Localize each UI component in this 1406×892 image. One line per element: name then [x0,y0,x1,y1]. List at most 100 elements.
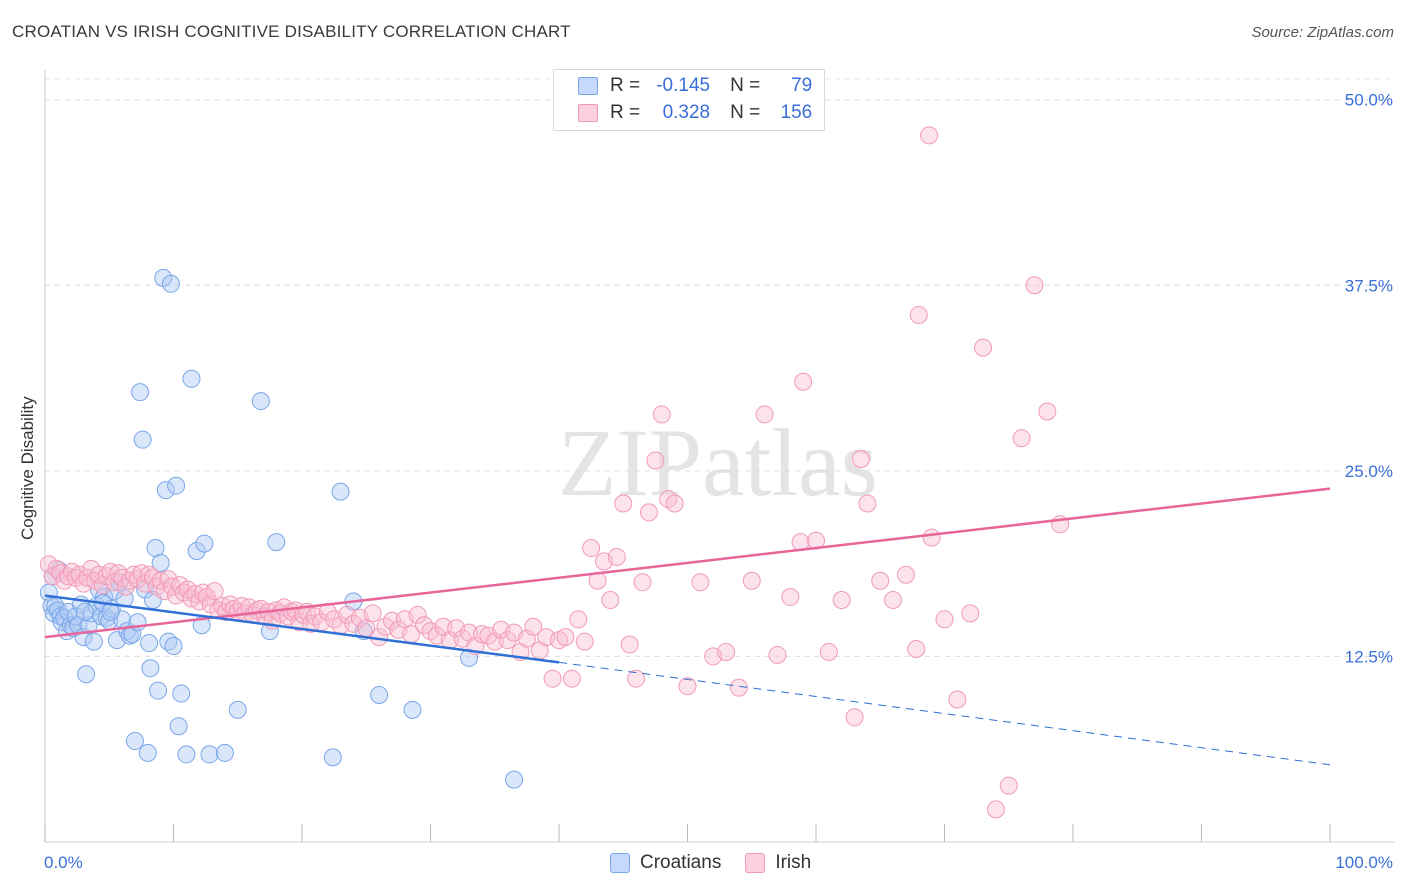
watermark: ZIPatlas [558,409,878,516]
data-point-irish [620,635,639,654]
data-point-irish [858,494,877,513]
data-point-irish [794,372,813,391]
data-point-irish [408,605,427,624]
data-point-irish [974,338,993,357]
legend-n-label: N = [730,102,761,123]
data-point-irish [781,588,800,607]
data-point-irish [382,611,401,630]
data-point-croatians [403,700,422,719]
data-point-croatians [505,770,524,789]
data-point-croatians [141,659,160,678]
data-point-croatians [182,369,201,388]
data-point-irish [485,632,504,651]
data-point-irish [652,405,671,424]
data-point-irish [871,571,890,590]
data-point-irish [151,571,170,590]
data-point-croatians [177,745,196,764]
tick-labels: 12.5% 25.0% 37.5% 50.0% 0.0% 100.0% [44,91,1393,872]
data-point-irish [89,565,108,584]
data-point-croatians [169,717,188,736]
data-point-irish [884,591,903,610]
data-point-croatians [151,553,170,572]
irish-swatch [578,104,598,122]
data-point-irish [93,576,112,595]
stats-legend: R = -0.145 N = 79 R = 0.328 N = 156 [553,69,825,131]
y-tick-label: 50.0% [1345,91,1393,110]
data-point-croatians [215,743,234,762]
data-point-croatians [228,700,247,719]
legend-item-irish: Irish [745,852,811,874]
legend-r-value: 0.328 [662,102,711,123]
data-point-irish [524,617,543,636]
data-point-croatians [77,665,96,684]
data-point-croatians [123,625,142,644]
data-point-croatians [251,392,270,411]
data-point-irish [1025,276,1044,295]
legend-n-label: N = [730,75,761,96]
legend-n-value: 79 [791,75,813,96]
data-point-croatians [187,542,206,561]
data-point-irish [922,528,941,547]
croatians-legend-swatch [610,853,630,873]
data-point-irish [543,669,562,688]
data-point-croatians [323,748,342,767]
data-point-irish [678,677,697,696]
trend-line-croatians [44,594,560,664]
irish-legend-swatch [745,853,766,873]
data-point-irish [601,591,620,610]
data-point-irish [607,547,626,566]
y-tick-label: 12.5% [1345,647,1393,666]
data-point-irish [569,610,588,629]
data-point-croatians [125,732,144,751]
series-legend: Croatians Irish [610,852,835,874]
points-layer [39,126,1070,819]
data-point-croatians [200,745,219,764]
data-point-irish [633,573,652,592]
data-point-irish [101,562,120,581]
x-tick-label: 0.0% [44,853,83,872]
data-point-irish [562,669,581,688]
data-point-irish [646,451,665,470]
legend-item-croatians: Croatians [610,852,721,874]
data-point-croatians [370,686,389,705]
data-point-irish [614,494,633,513]
data-point-irish [205,582,224,601]
data-point-croatians [138,743,157,762]
source-label: Source: ZipAtlas.com [1251,24,1394,41]
data-point-irish [639,503,658,522]
legend-label-irish: Irish [775,852,812,873]
data-point-croatians [140,634,159,653]
data-point-irish [163,577,182,596]
y-tick-label: 37.5% [1345,276,1393,295]
data-point-croatians [133,430,152,449]
legend-label-croatians: Croatians [640,852,722,873]
trend-line-croatians-extension [558,661,1331,766]
croatians-swatch [578,77,598,95]
data-point-croatians [161,274,180,293]
data-point-croatians [149,681,168,700]
data-point-irish [132,564,151,583]
data-point-irish [556,628,575,647]
data-point-croatians [156,481,175,500]
data-point-croatians [79,616,98,635]
data-point-croatians [75,602,94,621]
data-point-irish [363,604,382,623]
grid-layer [45,78,1395,657]
data-point-irish [909,305,928,324]
data-point-irish [907,640,926,658]
data-point-croatians [195,534,214,553]
chart-title: CROATIAN VS IRISH COGNITIVE DISABILITY C… [12,22,571,41]
legend-row-croatians: R = -0.145 N = 79 [578,74,812,98]
axes-layer [44,70,1395,843]
x-tick-label: 100.0% [1335,853,1393,872]
data-point-croatians [331,482,350,501]
data-point-irish [986,800,1005,819]
data-point-croatians [167,476,186,495]
data-point-croatians [172,684,191,703]
data-point-croatians [460,648,479,667]
data-point-irish [717,642,736,661]
legend-r-value: -0.145 [656,75,711,96]
data-point-irish [517,629,536,648]
trend-layer [44,487,1331,766]
